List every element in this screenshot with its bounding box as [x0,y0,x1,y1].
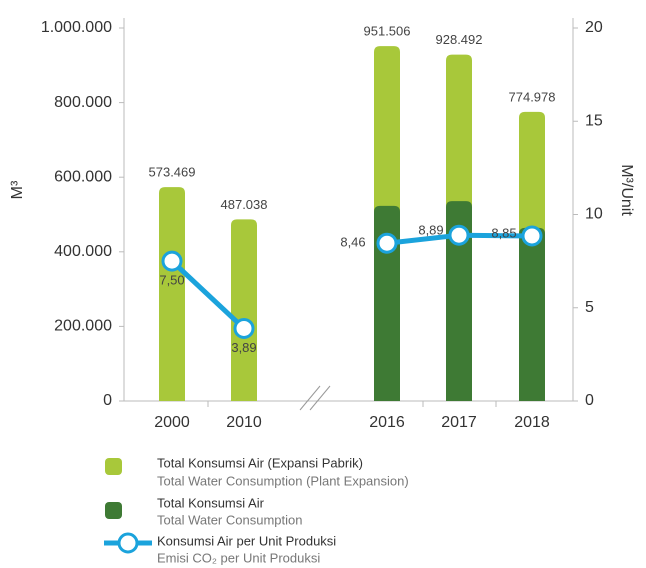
data-label: 951.506 [364,24,411,39]
axis-break [310,386,330,410]
bar [519,228,545,401]
legend-label: Total Konsumsi Air (Expansi Pabrik) [157,455,363,470]
y-tick-label: 400.000 [54,243,112,260]
bar [159,187,185,401]
legend-label: Total Konsumsi Air [157,495,265,510]
y2-tick-label: 0 [585,392,594,409]
x-tick-label: 2017 [441,414,477,431]
data-label: 487.038 [221,197,268,212]
x-tick-label: 2016 [369,414,405,431]
x-tick-label: 2010 [226,414,262,431]
x-tick-label: 2018 [514,414,550,431]
data-label: 3,89 [231,340,256,355]
data-label: 8,46 [340,235,365,250]
legend-label: Konsumsi Air per Unit Produksi [157,533,336,548]
data-label: 7,50 [159,273,184,288]
y2-axis-title: M³/Unit [618,164,635,216]
marker [235,319,253,337]
y2-tick-label: 20 [585,19,603,36]
legend-marker [119,534,137,552]
marker [450,226,468,244]
y-tick-label: 800.000 [54,94,112,111]
data-label: 928.492 [436,32,483,47]
marker [378,234,396,252]
y-tick-label: 600.000 [54,168,112,185]
legend-swatch [105,458,122,475]
y2-tick-label: 10 [585,206,603,223]
legend-swatch [105,502,122,519]
y-tick-label: 1.000.000 [41,19,112,36]
marker [163,252,181,270]
bar [231,219,257,401]
data-label: 774.978 [509,89,556,104]
legend-sublabel: Total Water Consumption (Plant Expansion… [157,473,409,488]
axis-break [300,386,320,410]
y-axis-title: M³ [9,180,26,199]
data-label: 573.469 [149,165,196,180]
legend-sublabel: Emisi CO₂ per Unit Produksi [157,550,320,565]
y2-tick-label: 5 [585,299,594,316]
data-label: 8,85 [491,225,516,240]
legend-sublabel: Total Water Consumption [157,512,302,527]
data-label: 8,89 [418,223,443,238]
y-tick-label: 200.000 [54,318,112,335]
y2-tick-label: 15 [585,112,603,129]
y-tick-label: 0 [103,392,112,409]
chart: M³ M³/Unit Total Konsumsi Air (Expansi P… [0,0,646,568]
x-tick-label: 2000 [154,414,190,431]
marker [523,227,541,245]
